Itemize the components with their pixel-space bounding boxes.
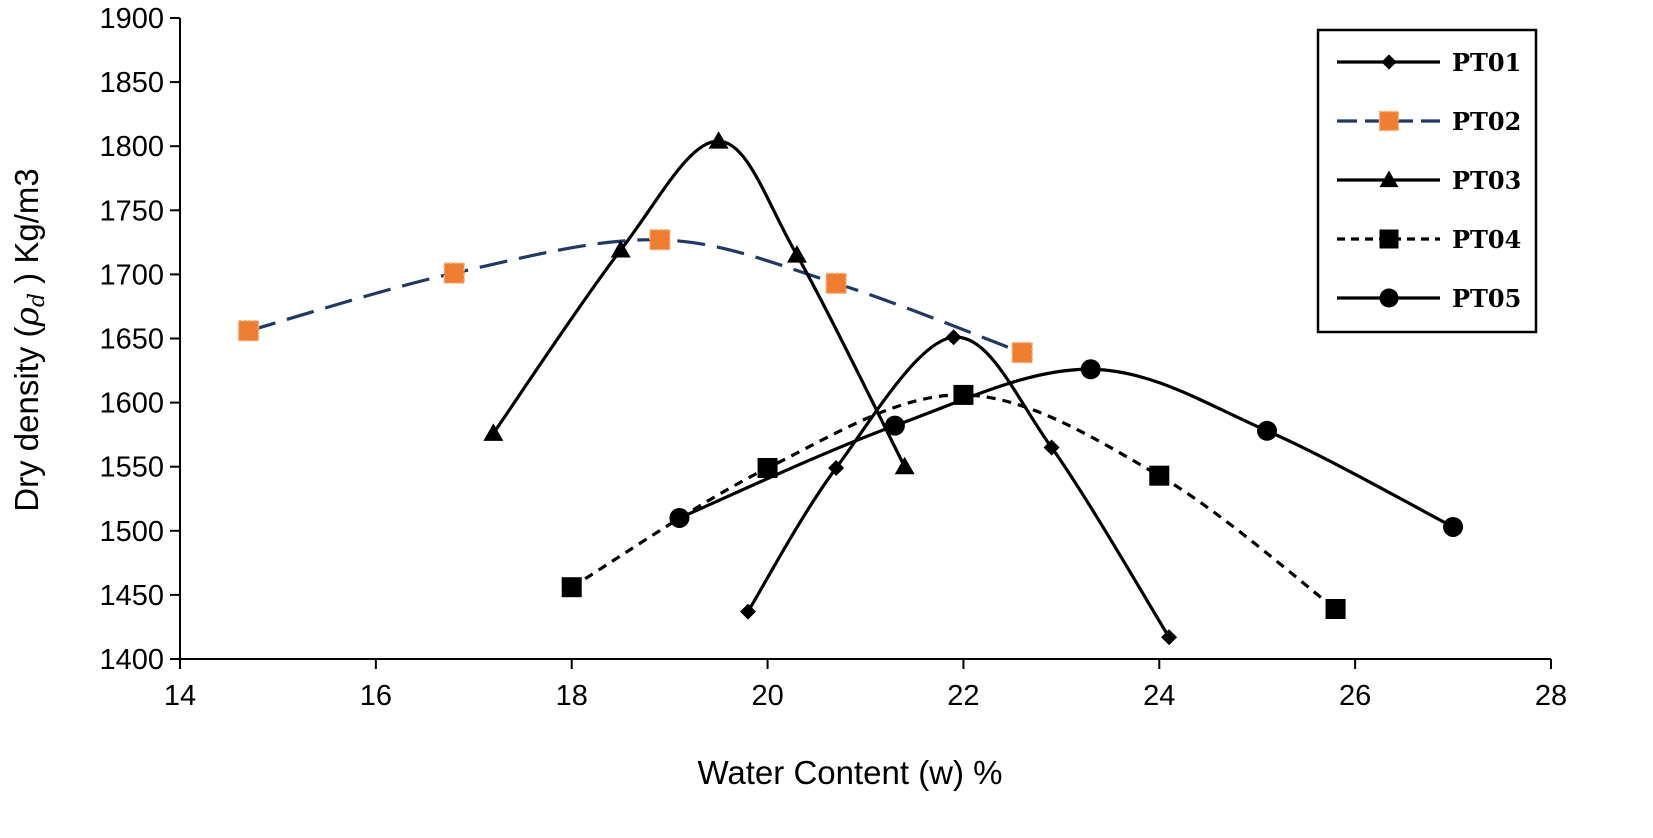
legend-marker	[1379, 229, 1399, 249]
y-axis-title: Dry density (ρd ) Kg/m3	[7, 168, 50, 511]
y-axis-title-symbol: ρ	[7, 306, 46, 327]
data-point	[894, 456, 915, 475]
series-pt01	[739, 329, 1178, 646]
data-point	[669, 507, 690, 528]
legend-label: PT01	[1452, 48, 1521, 77]
legend-marker	[1379, 288, 1399, 308]
y-tick-label: 1650	[99, 324, 164, 356]
data-point	[708, 131, 729, 149]
data-point	[828, 459, 845, 476]
data-point	[1161, 629, 1178, 646]
y-axis-title-prefix: Dry density (	[8, 326, 45, 511]
series-line	[570, 393, 1337, 611]
data-point	[443, 262, 465, 284]
series-layer	[237, 131, 1464, 646]
legend-label: PT05	[1452, 284, 1521, 313]
data-point	[739, 603, 756, 620]
y-tick-label: 1800	[99, 131, 164, 163]
data-point	[483, 423, 504, 441]
data-point	[237, 320, 260, 342]
y-tick-label: 1900	[99, 3, 164, 35]
data-point	[1257, 420, 1278, 441]
series-pt02	[237, 229, 1033, 364]
legend-entry: PT05	[1337, 284, 1521, 313]
legend-marker	[1378, 110, 1400, 132]
legend-label: PT02	[1452, 107, 1521, 136]
legend-entry: PT01	[1337, 48, 1521, 77]
legend: PT01 PT02 PT03 PT04 PT05	[1316, 28, 1538, 334]
series-pt03	[483, 131, 915, 475]
data-point	[1149, 465, 1170, 486]
series-pt05	[669, 359, 1464, 537]
y-tick-label: 1750	[99, 195, 164, 227]
y-tick-label: 1600	[99, 388, 164, 420]
x-tick-label: 20	[751, 680, 783, 712]
x-tick-label: 26	[1339, 680, 1371, 712]
data-point	[1080, 359, 1101, 380]
series-line	[678, 367, 1454, 529]
x-axis-title: Water Content (w) %	[697, 754, 1002, 791]
x-tick-label: 16	[360, 680, 392, 712]
y-tick-label: 1400	[99, 644, 164, 676]
data-point	[884, 415, 905, 436]
y-tick-label: 1700	[99, 259, 164, 291]
series-line	[248, 238, 1023, 355]
data-point	[649, 229, 671, 251]
legend-label: PT03	[1452, 166, 1521, 195]
data-point	[610, 240, 631, 258]
y-tick-label: 1550	[99, 452, 164, 484]
x-tick-label: 22	[947, 680, 979, 712]
x-tick-label: 14	[164, 680, 196, 712]
data-point	[1443, 516, 1464, 537]
y-axis-title-subscript: d	[25, 293, 50, 307]
y-tick-label: 1450	[99, 580, 164, 612]
data-point	[825, 272, 847, 295]
axis-ticks: 1400 1450 1500 1550 1600 1650 1700 1750 1800 1850…	[99, 3, 1567, 712]
legend-entry: PT03	[1337, 166, 1521, 195]
y-axis-title-suffix: ) Kg/m3	[8, 168, 45, 293]
y-tick-label: 1850	[99, 67, 164, 99]
series-pt04	[561, 384, 1346, 620]
data-point	[757, 457, 778, 478]
legend-label: PT04	[1452, 225, 1521, 254]
data-point	[1011, 341, 1033, 364]
legend-marker	[1379, 170, 1399, 188]
y-tick-label: 1500	[99, 516, 164, 548]
legend-entry: PT02	[1337, 107, 1521, 136]
data-point	[1325, 599, 1346, 620]
series-line	[746, 335, 1171, 639]
data-point	[945, 329, 962, 346]
x-tick-label: 28	[1535, 680, 1567, 712]
legend-entry: PT04	[1337, 225, 1521, 254]
x-tick-label: 24	[1143, 680, 1175, 712]
series-line	[492, 139, 907, 468]
data-point	[786, 245, 807, 263]
legend-marker	[1381, 54, 1397, 70]
x-tick-label: 18	[556, 680, 588, 712]
data-point	[561, 577, 582, 598]
data-point	[1043, 439, 1060, 456]
